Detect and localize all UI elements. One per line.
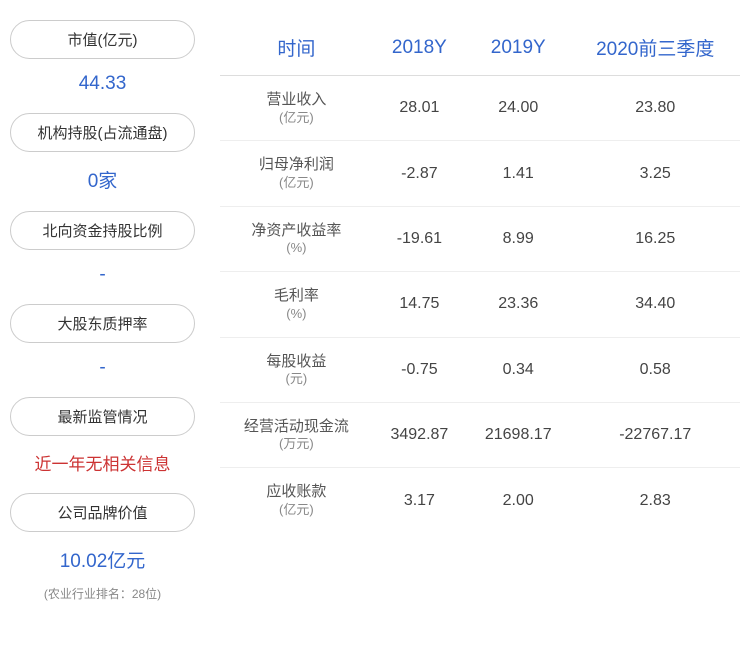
cell: 1.41	[466, 141, 570, 206]
cell: 2.00	[466, 468, 570, 533]
col-2019: 2019Y	[466, 20, 570, 76]
pill-brand: 公司品牌价值	[10, 493, 195, 532]
cell: 24.00	[466, 76, 570, 141]
table-row: 经营活动现金流(万元) 3492.87 21698.17 -22767.17	[220, 402, 740, 467]
left-panel: 市值(亿元) 44.33 机构持股(占流通盘) 0家 北向资金持股比例 - 大股…	[10, 20, 210, 647]
pill-institutional: 机构持股(占流通盘)	[10, 113, 195, 152]
financial-table: 时间 2018Y 2019Y 2020前三季度 营业收入(亿元) 28.01 2…	[220, 20, 740, 533]
cell: -0.75	[373, 337, 466, 402]
cell: 34.40	[570, 272, 740, 337]
pill-brand-value: 10.02亿元	[10, 540, 195, 583]
cell: 2.83	[570, 468, 740, 533]
cell: 8.99	[466, 206, 570, 271]
row-label: 营业收入(亿元)	[220, 76, 373, 141]
right-panel: 时间 2018Y 2019Y 2020前三季度 营业收入(亿元) 28.01 2…	[210, 20, 740, 647]
cell: -2.87	[373, 141, 466, 206]
cell: 28.01	[373, 76, 466, 141]
table-row: 净资产收益率(%) -19.61 8.99 16.25	[220, 206, 740, 271]
pill-market-cap: 市值(亿元)	[10, 20, 195, 59]
pill-pledge-value: -	[10, 351, 195, 389]
col-2018: 2018Y	[373, 20, 466, 76]
pill-regulatory-value: 近一年无相关信息	[10, 444, 195, 485]
cell: 23.36	[466, 272, 570, 337]
table-row: 归母净利润(亿元) -2.87 1.41 3.25	[220, 141, 740, 206]
col-2020q3: 2020前三季度	[570, 20, 740, 76]
cell: 23.80	[570, 76, 740, 141]
pill-regulatory: 最新监管情况	[10, 397, 195, 436]
cell: -19.61	[373, 206, 466, 271]
pill-pledge: 大股东质押率	[10, 304, 195, 343]
row-label: 归母净利润(亿元)	[220, 141, 373, 206]
row-label: 毛利率(%)	[220, 272, 373, 337]
row-label: 净资产收益率(%)	[220, 206, 373, 271]
pill-institutional-value: 0家	[10, 160, 195, 203]
table-row: 每股收益(元) -0.75 0.34 0.58	[220, 337, 740, 402]
table-row: 毛利率(%) 14.75 23.36 34.40	[220, 272, 740, 337]
cell: 0.58	[570, 337, 740, 402]
cell: 21698.17	[466, 402, 570, 467]
pill-brand-sub: (农业行业排名：28位)	[10, 585, 195, 610]
cell: 0.34	[466, 337, 570, 402]
pill-market-cap-value: 44.33	[10, 67, 195, 105]
row-label: 每股收益(元)	[220, 337, 373, 402]
table-row: 营业收入(亿元) 28.01 24.00 23.80	[220, 76, 740, 141]
table-row: 应收账款(亿元) 3.17 2.00 2.83	[220, 468, 740, 533]
cell: 3.25	[570, 141, 740, 206]
cell: 3492.87	[373, 402, 466, 467]
cell: 16.25	[570, 206, 740, 271]
pill-northbound-value: -	[10, 258, 195, 296]
cell: -22767.17	[570, 402, 740, 467]
cell: 3.17	[373, 468, 466, 533]
cell: 14.75	[373, 272, 466, 337]
col-time: 时间	[220, 20, 373, 76]
row-label: 应收账款(亿元)	[220, 468, 373, 533]
table-header-row: 时间 2018Y 2019Y 2020前三季度	[220, 20, 740, 76]
pill-northbound: 北向资金持股比例	[10, 211, 195, 250]
row-label: 经营活动现金流(万元)	[220, 402, 373, 467]
